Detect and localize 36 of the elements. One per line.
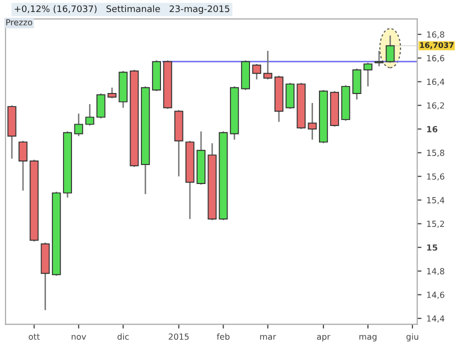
x-tick-label: 2015 <box>168 333 189 340</box>
candlestick <box>108 86 116 99</box>
y-tick-label: 15 <box>427 244 438 251</box>
y-tick-label: 14,4 <box>427 315 444 323</box>
candlestick <box>85 103 94 126</box>
y-tick-label: 14,6 <box>427 292 444 299</box>
chart-title: +0,12% (16,7037) Settimanale 23-mag-2015 <box>14 5 230 14</box>
candlestick <box>74 112 84 137</box>
x-tick-label: apr <box>317 334 330 342</box>
y-tick-label: 16,4 <box>427 78 444 86</box>
y-tick-label: 16 <box>427 126 438 132</box>
x-tick-label: giu <box>406 333 418 342</box>
candlestick <box>252 63 262 80</box>
x-tick-label: feb <box>216 333 230 340</box>
y-tick-label: 15,4 <box>427 197 444 204</box>
candlestick <box>363 62 372 88</box>
candlestick <box>286 82 295 110</box>
x-tick-label: dic <box>118 333 129 340</box>
y-tick-label: 16,6 <box>427 55 444 62</box>
candlestick <box>96 92 106 120</box>
x-tick-label: nov <box>72 334 86 340</box>
annotation: Prezzo <box>6 19 32 26</box>
candlestick <box>18 140 28 192</box>
x-tick-label: mar <box>260 334 276 340</box>
candlestick <box>263 50 272 80</box>
candlestick <box>308 102 317 140</box>
y-tick-label: 15,8 <box>427 150 444 157</box>
y-tick-label: 16,8 <box>427 31 444 38</box>
candlestick <box>352 68 362 100</box>
y-tick-label: 16,2 <box>427 102 444 110</box>
y-tick-label: 15,6 <box>427 173 444 181</box>
x-tick-label: mag <box>359 334 376 342</box>
candlestick <box>386 34 395 64</box>
y-tick-label: 14,8 <box>427 268 444 276</box>
y-tick-label: 15,2 <box>427 220 444 228</box>
x-tick-label: ott <box>28 334 40 340</box>
